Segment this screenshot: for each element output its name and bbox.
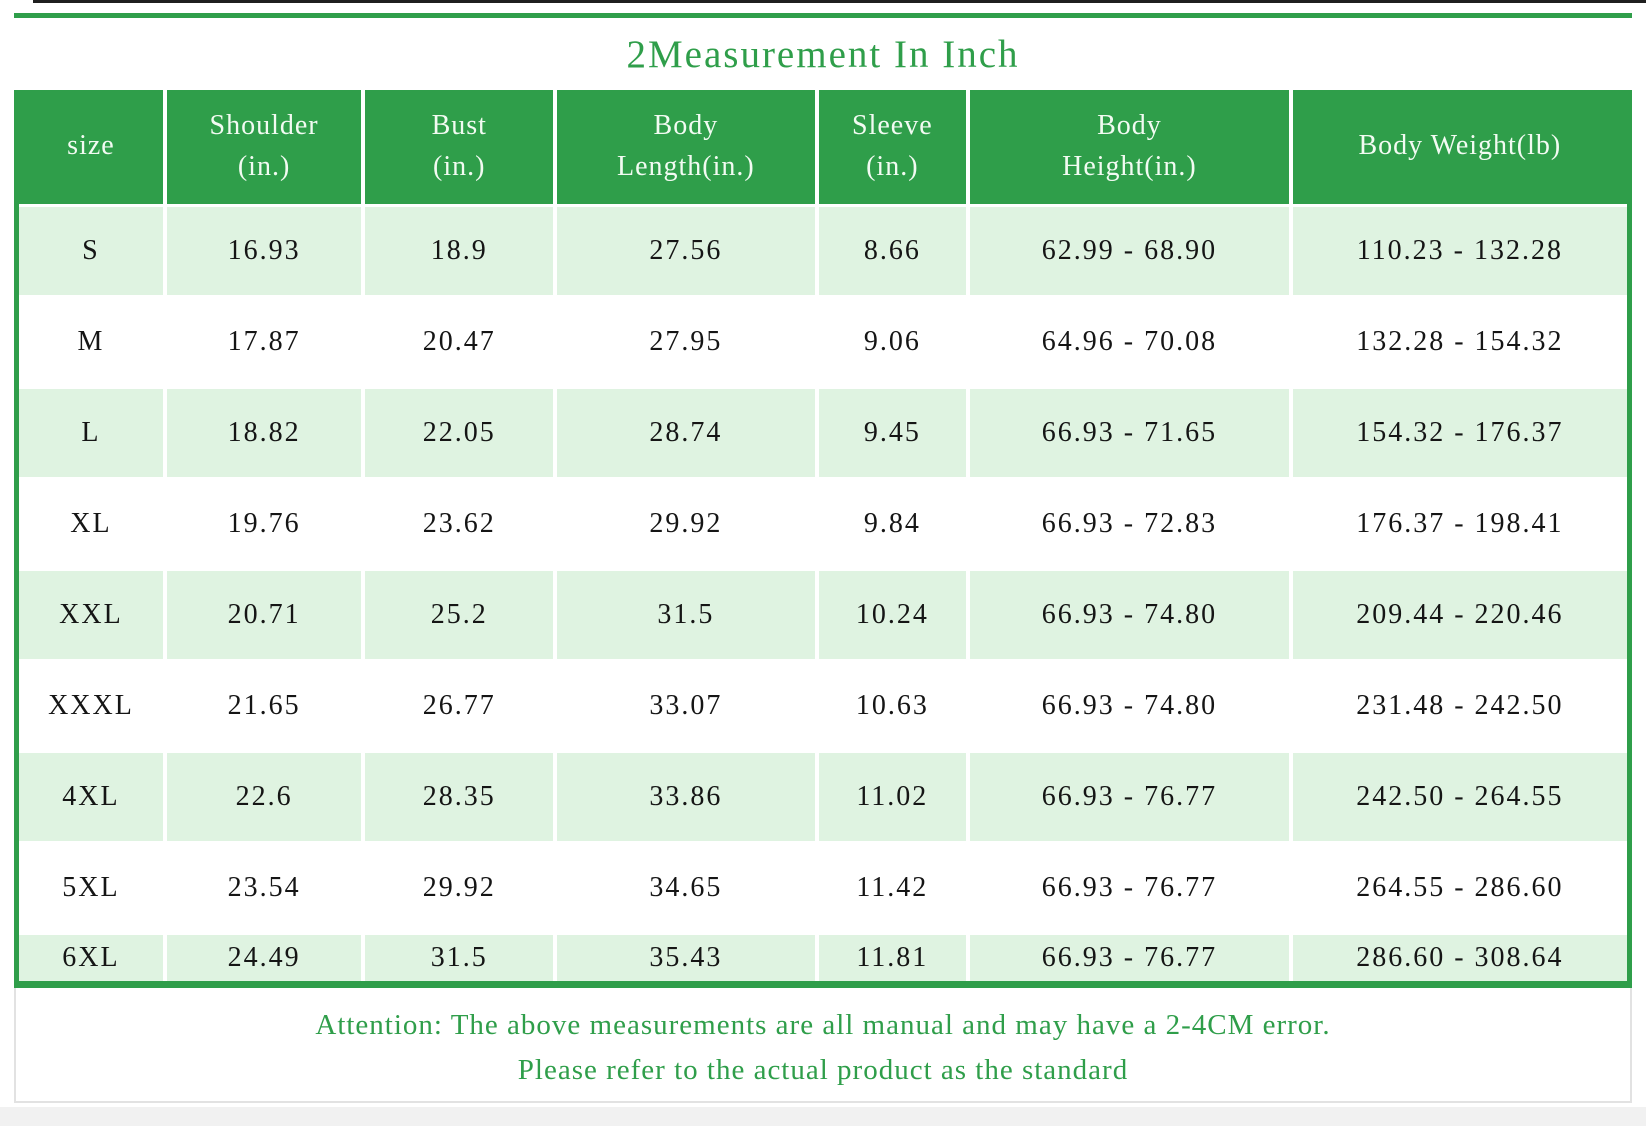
column-header-bust: Bust (in.) — [361, 90, 556, 205]
value-cell: 209.44 - 220.46 — [1288, 567, 1630, 660]
attention-line-2: Please refer to the actual product as th… — [517, 1054, 1129, 1086]
size-cell: XXL — [16, 567, 165, 660]
value-cell: 231.48 - 242.50 — [1288, 658, 1630, 751]
table-body: S 16.93 18.9 27.56 8.66 62.99 - 68.90 11… — [16, 203, 1630, 981]
size-cell: 4XL — [16, 749, 165, 842]
value-cell: 66.93 - 74.80 — [966, 567, 1291, 660]
value-cell: 11.81 — [814, 931, 969, 981]
value-cell: 66.93 - 71.65 — [966, 385, 1291, 478]
value-cell: 33.86 — [553, 749, 817, 842]
size-cell: 6XL — [16, 931, 165, 981]
size-chart-frame: 2Measurement In Inch size Shoulder (in.)… — [14, 13, 1632, 1103]
value-cell: 28.74 — [553, 385, 817, 478]
value-cell: 27.56 — [553, 203, 817, 296]
size-table: size Shoulder (in.) Bust (in.) Body Leng… — [14, 90, 1632, 981]
size-cell: S — [16, 203, 165, 296]
value-cell: 33.07 — [553, 658, 817, 751]
column-header-size: size — [16, 90, 165, 205]
value-cell: 66.93 - 72.83 — [966, 476, 1291, 569]
header-row: size Shoulder (in.) Bust (in.) Body Leng… — [16, 90, 1630, 205]
value-cell: 242.50 - 264.55 — [1288, 749, 1630, 842]
value-cell: 66.93 - 74.80 — [966, 658, 1291, 751]
value-cell: 18.82 — [162, 385, 364, 478]
value-cell: 8.66 — [814, 203, 969, 296]
value-cell: 11.02 — [814, 749, 969, 842]
attention-line-1: Attention: The above measurements are al… — [315, 1009, 1331, 1041]
table-row-s: S 16.93 18.9 27.56 8.66 62.99 - 68.90 11… — [16, 203, 1630, 296]
value-cell: 264.55 - 286.60 — [1288, 840, 1630, 933]
table-row-4xl: 4XL 22.6 28.35 33.86 11.02 66.93 - 76.77… — [16, 749, 1630, 842]
value-cell: 18.9 — [361, 203, 556, 296]
value-cell: 24.49 — [162, 931, 364, 981]
table-row-m: M 17.87 20.47 27.95 9.06 64.96 - 70.08 1… — [16, 294, 1630, 387]
table-row-xxxl: XXXL 21.65 26.77 33.07 10.63 66.93 - 74.… — [16, 658, 1630, 751]
value-cell: 64.96 - 70.08 — [966, 294, 1291, 387]
table-row-l: L 18.82 22.05 28.74 9.45 66.93 - 71.65 1… — [16, 385, 1630, 478]
value-cell: 27.95 — [553, 294, 817, 387]
size-cell: XXXL — [16, 658, 165, 751]
value-cell: 20.47 — [361, 294, 556, 387]
bottom-edge-strip — [0, 1107, 1646, 1126]
value-cell: 62.99 - 68.90 — [966, 203, 1291, 296]
value-cell: 31.5 — [361, 931, 556, 981]
value-cell: 9.06 — [814, 294, 969, 387]
value-cell: 20.71 — [162, 567, 364, 660]
value-cell: 66.93 - 76.77 — [966, 931, 1291, 981]
value-cell: 26.77 — [361, 658, 556, 751]
value-cell: 23.62 — [361, 476, 556, 569]
value-cell: 10.63 — [814, 658, 969, 751]
chart-title: 2Measurement In Inch — [626, 33, 1020, 76]
value-cell: 176.37 - 198.41 — [1288, 476, 1630, 569]
value-cell: 10.24 — [814, 567, 969, 660]
column-header-sleeve: Sleeve (in.) — [814, 90, 969, 205]
value-cell: 66.93 - 76.77 — [966, 840, 1291, 933]
column-header-body-weight: Body Weight(lb) — [1288, 90, 1630, 205]
value-cell: 19.76 — [162, 476, 364, 569]
value-cell: 29.92 — [361, 840, 556, 933]
column-header-body-length: Body Length(in.) — [553, 90, 817, 205]
size-cell: L — [16, 385, 165, 478]
table-row-xxl: XXL 20.71 25.2 31.5 10.24 66.93 - 74.80 … — [16, 567, 1630, 660]
value-cell: 29.92 — [553, 476, 817, 569]
value-cell: 286.60 - 308.64 — [1288, 931, 1630, 981]
column-header-body-height: Body Height(in.) — [966, 90, 1291, 205]
value-cell: 22.05 — [361, 385, 556, 478]
value-cell: 25.2 — [361, 567, 556, 660]
value-cell: 23.54 — [162, 840, 364, 933]
table-row-5xl: 5XL 23.54 29.92 34.65 11.42 66.93 - 76.7… — [16, 840, 1630, 933]
value-cell: 28.35 — [361, 749, 556, 842]
value-cell: 16.93 — [162, 203, 364, 296]
value-cell: 31.5 — [553, 567, 817, 660]
size-cell: 5XL — [16, 840, 165, 933]
value-cell: 9.84 — [814, 476, 969, 569]
value-cell: 132.28 - 154.32 — [1288, 294, 1630, 387]
value-cell: 22.6 — [162, 749, 364, 842]
value-cell: 110.23 - 132.28 — [1288, 203, 1630, 296]
value-cell: 66.93 - 76.77 — [966, 749, 1291, 842]
value-cell: 21.65 — [162, 658, 364, 751]
column-header-shoulder: Shoulder (in.) — [162, 90, 364, 205]
value-cell: 34.65 — [553, 840, 817, 933]
value-cell: 9.45 — [814, 385, 969, 478]
value-cell: 11.42 — [814, 840, 969, 933]
table-row-xl: XL 19.76 23.62 29.92 9.84 66.93 - 72.83 … — [16, 476, 1630, 569]
table-top-border — [14, 13, 1632, 18]
table-header: size Shoulder (in.) Bust (in.) Body Leng… — [16, 90, 1630, 205]
table-row-6xl: 6XL 24.49 31.5 35.43 11.81 66.93 - 76.77… — [16, 931, 1630, 981]
table-bottom-border — [14, 981, 1632, 988]
size-cell: XL — [16, 476, 165, 569]
top-edge-line — [33, 0, 1646, 3]
value-cell: 154.32 - 176.37 — [1288, 385, 1630, 478]
value-cell: 17.87 — [162, 294, 364, 387]
size-cell: M — [16, 294, 165, 387]
attention-note: Attention: The above measurements are al… — [14, 988, 1632, 1103]
value-cell: 35.43 — [553, 931, 817, 981]
